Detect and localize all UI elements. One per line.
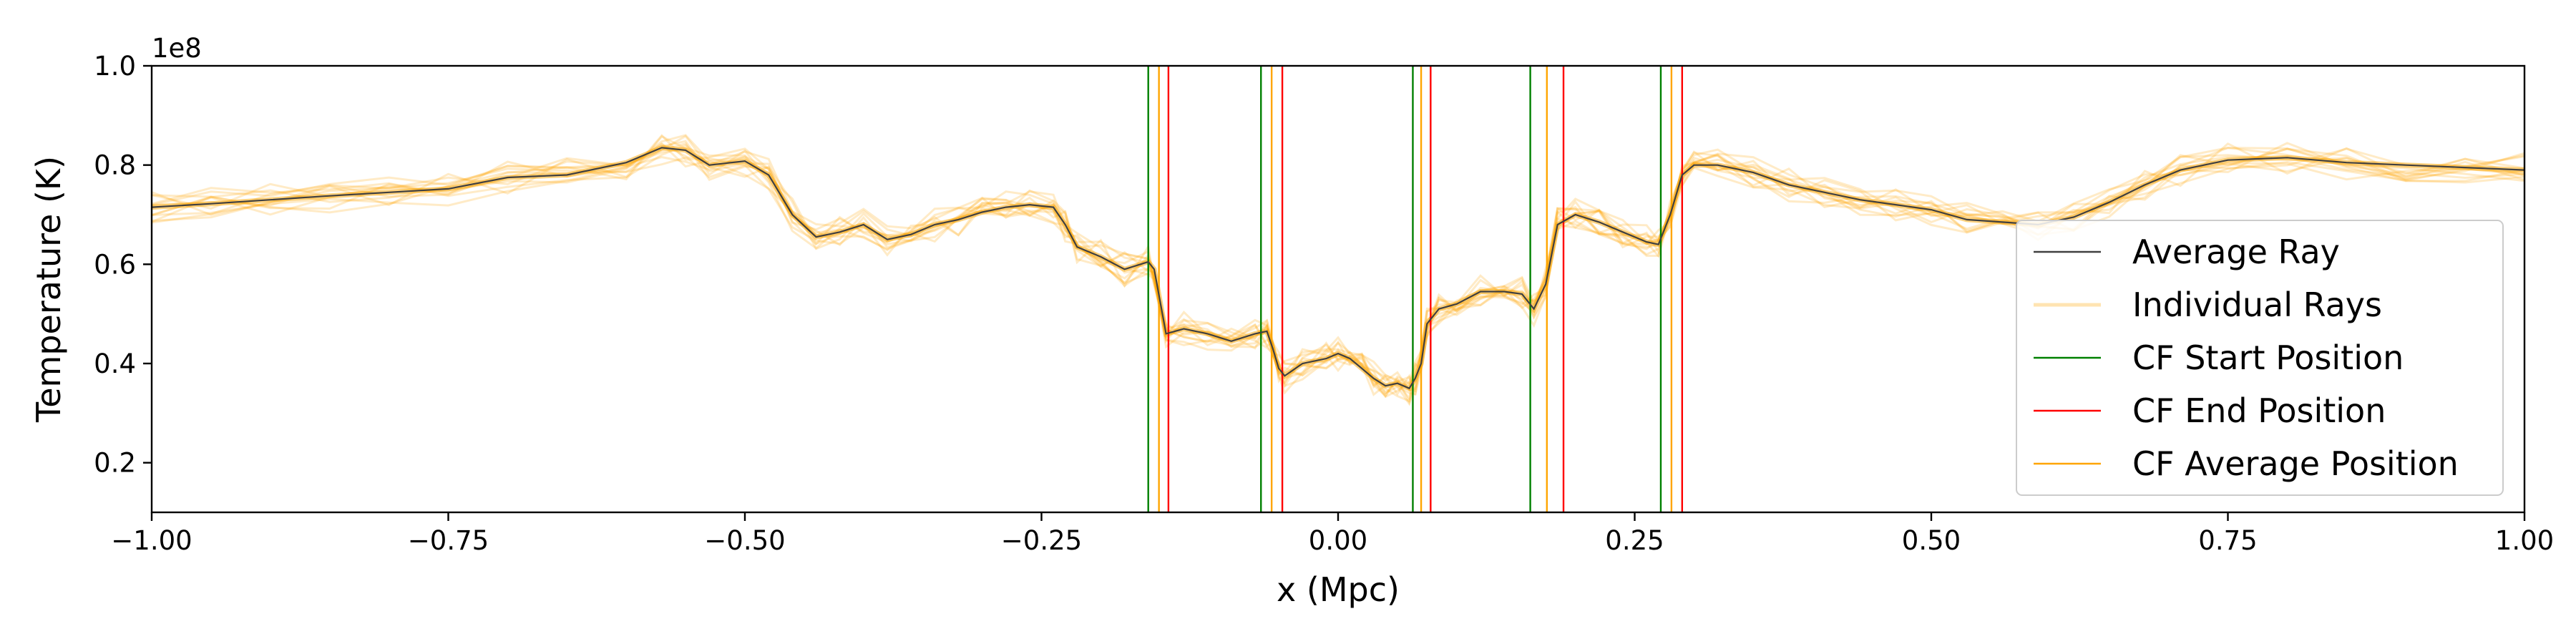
y-tick-label: 0.6 xyxy=(94,249,136,280)
y-tick-label: 1.0 xyxy=(94,51,136,82)
x-tick-label: 0.00 xyxy=(1309,525,1367,556)
x-tick-label: −0.50 xyxy=(704,525,785,556)
y-tick-label: 0.2 xyxy=(94,448,136,479)
y-axis-label: Temperature (K) xyxy=(29,156,68,423)
y-offset-label: 1e8 xyxy=(152,33,202,64)
average-ray-line xyxy=(151,147,2525,390)
legend-cf-average-label: CF Average Position xyxy=(2132,444,2459,483)
individual-ray-line xyxy=(151,142,2525,396)
legend-average-ray-label: Average Ray xyxy=(2132,233,2340,271)
legend: Average Ray Individual Rays CF Start Posit… xyxy=(2016,220,2504,496)
legend-cf-end-label: CF End Position xyxy=(2132,391,2386,430)
x-tick-label: −1.00 xyxy=(111,525,192,556)
x-tick-label: 0.50 xyxy=(1902,525,1961,556)
average-ray xyxy=(151,147,2525,390)
x-tick-label: 0.75 xyxy=(2198,525,2257,556)
legend-cf-start-label: CF Start Position xyxy=(2132,338,2404,377)
x-tick-label: 0.25 xyxy=(1605,525,1664,556)
x-axis-ticks: −1.00 −0.75 −0.50 −0.25 0.00 0.25 0.50 0.75 1.00 xyxy=(111,512,2554,556)
x-tick-label: −0.75 xyxy=(408,525,489,556)
y-axis-ticks: 0.2 0.4 0.6 0.8 1.0 xyxy=(94,51,152,479)
cf-position-lines xyxy=(1147,66,1684,512)
legend-frame xyxy=(2016,220,2504,496)
x-tick-label: 1.00 xyxy=(2495,525,2554,556)
legend-individual-rays-label: Individual Rays xyxy=(2132,286,2382,324)
x-axis-label: x (Mpc) xyxy=(1277,570,1400,609)
y-tick-label: 0.4 xyxy=(94,348,136,379)
y-tick-label: 0.8 xyxy=(94,150,136,181)
x-tick-label: −0.25 xyxy=(1001,525,1082,556)
